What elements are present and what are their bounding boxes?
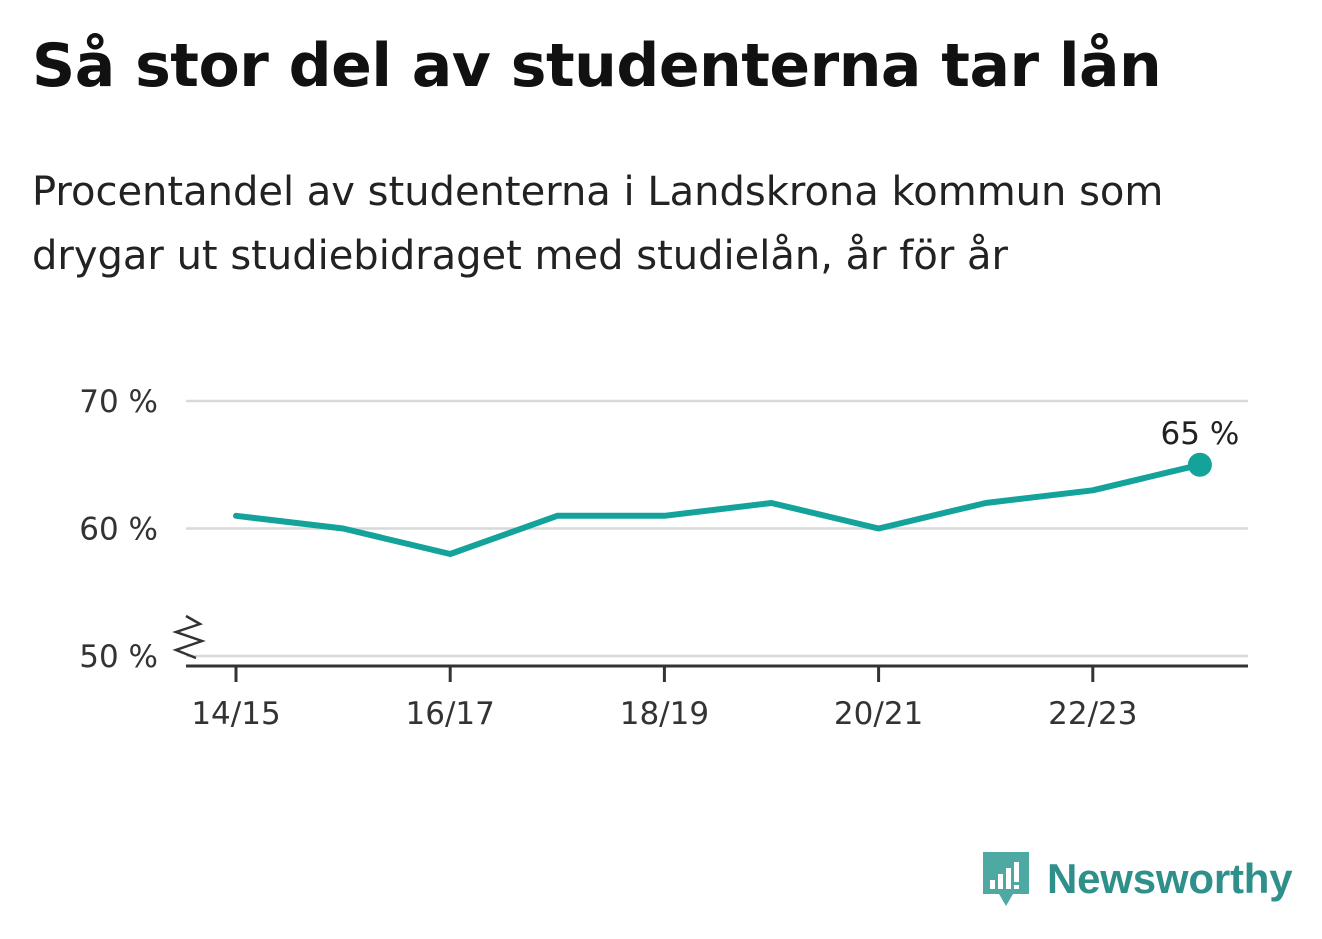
y-axis-ticks: 50 % 60 % 70 % — [79, 384, 158, 675]
x-tick-label: 20/21 — [834, 696, 923, 732]
x-tick-label: 18/19 — [620, 696, 709, 732]
last-point-label: 65 % — [1161, 416, 1240, 452]
chart-subtitle: Procentandel av studenterna i Landskrona… — [32, 169, 1164, 279]
x-tick-label: 22/23 — [1048, 696, 1137, 732]
axis-break-icon — [172, 614, 206, 660]
y-tick-label: 50 % — [79, 639, 158, 675]
newsworthy-logo-icon — [983, 852, 1029, 906]
chart-title: Så stor del av studenterna tar lån — [32, 31, 1162, 101]
series-line — [233, 461, 1203, 557]
y-tick-label: 60 % — [79, 512, 158, 548]
series-layer: 65 % — [233, 416, 1239, 557]
x-tick-label: 16/17 — [406, 696, 495, 732]
x-axis-ticks: 14/15 16/17 18/19 20/21 22/23 — [191, 666, 1137, 732]
x-axis — [172, 614, 1248, 668]
last-data-point — [1187, 452, 1212, 477]
x-tick-label: 14/15 — [191, 696, 280, 732]
y-tick-label: 70 % — [79, 384, 158, 420]
newsworthy-brand: Newsworthy — [981, 850, 1293, 908]
grid-layer — [186, 399, 1248, 658]
brand-name: Newsworthy — [1047, 855, 1293, 902]
